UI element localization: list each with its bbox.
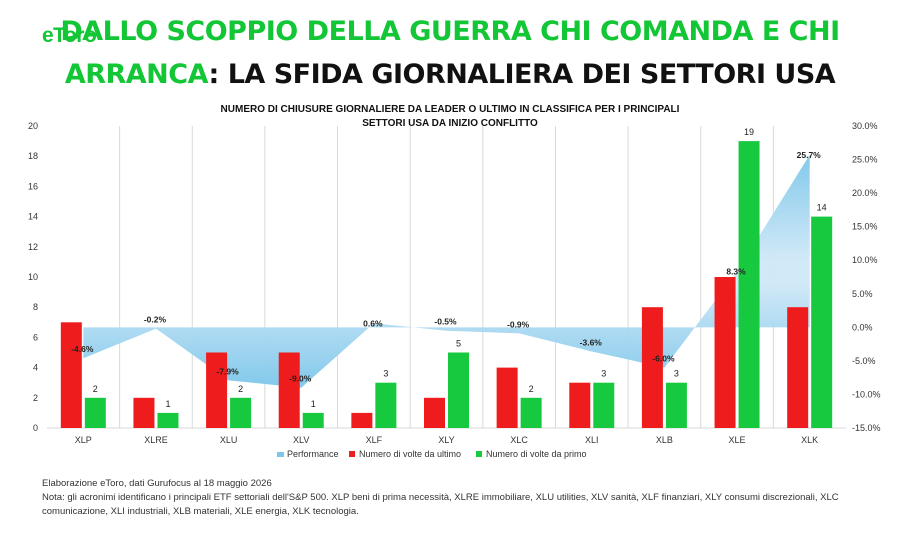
left-axis-tick: 8 xyxy=(33,302,38,312)
bar-first-xlk xyxy=(811,216,833,428)
bar-first-xlu xyxy=(230,397,252,428)
bar-first-xlc xyxy=(520,397,542,428)
legend-swatch-last xyxy=(349,451,355,457)
performance-area xyxy=(83,154,810,388)
legend-swatch-performance xyxy=(277,452,284,457)
left-axis-tick: 14 xyxy=(28,212,38,222)
right-axis-tick: 10.0% xyxy=(852,255,878,265)
category-label-xlk: XLK xyxy=(801,435,818,445)
data-label-first: 2 xyxy=(238,384,243,394)
bar-last-xlp xyxy=(60,322,82,428)
data-label-performance: -6.0% xyxy=(652,354,675,364)
category-label-xle: XLE xyxy=(729,435,746,445)
left-axis-tick: 2 xyxy=(33,393,38,403)
data-label-performance: 8.3% xyxy=(726,267,746,277)
legend-label: Performance xyxy=(287,449,339,459)
left-axis-tick: 6 xyxy=(33,332,38,342)
data-label-first: 3 xyxy=(383,369,388,379)
bar-last-xlf xyxy=(351,412,373,428)
left-axis-tick: 4 xyxy=(33,363,38,373)
source-note: Elaborazione eToro, dati Gurufocus al 18… xyxy=(42,478,272,489)
bar-first-xlre xyxy=(157,412,179,428)
bar-last-xlv xyxy=(278,352,300,428)
legend-label: Numero di volte da primo xyxy=(486,449,587,459)
title-line2-black: : LA SFIDA GIORNALIERA DEI SETTORI USA xyxy=(208,59,836,90)
data-label-first: 14 xyxy=(817,203,827,213)
title-line2-green: ARRANCA xyxy=(64,59,209,90)
right-axis-tick: 0.0% xyxy=(852,322,873,332)
bar-last-xlu xyxy=(206,352,228,428)
right-axis-tick: -5.0% xyxy=(852,356,876,366)
left-axis-tick: 10 xyxy=(28,272,38,282)
category-label-xlc: XLC xyxy=(510,435,528,445)
right-axis-tick: 15.0% xyxy=(852,222,878,232)
data-label-first: 1 xyxy=(311,399,316,409)
bar-first-xly xyxy=(448,352,469,428)
bar-first-xlb xyxy=(665,382,687,428)
bar-last-xly xyxy=(424,397,445,428)
data-label-performance: -0.9% xyxy=(507,319,530,329)
data-label-performance: -4.6% xyxy=(71,344,94,354)
data-label-first: 19 xyxy=(744,127,754,137)
page-title-line1: DALLO SCOPPIO DELLA GUERRA CHI COMANDA E… xyxy=(0,16,900,47)
bar-last-xlre xyxy=(133,397,155,428)
data-label-performance: -9.0% xyxy=(289,374,312,384)
category-label-xlv: XLV xyxy=(293,435,309,445)
right-axis-tick: -15.0% xyxy=(852,423,881,433)
legend-swatch-first xyxy=(476,451,482,457)
category-label-xlre: XLRE xyxy=(144,435,168,445)
right-axis-tick: -10.0% xyxy=(852,389,881,399)
data-label-performance: -3.6% xyxy=(580,337,603,347)
data-label-first: 2 xyxy=(529,384,534,394)
category-label-xlu: XLU xyxy=(220,435,238,445)
title-line1-text: DALLO SCOPPIO DELLA GUERRA CHI COMANDA E… xyxy=(60,16,840,47)
right-axis-tick: 5.0% xyxy=(852,289,873,299)
data-label-performance: -7.9% xyxy=(216,366,239,376)
data-label-performance: -0.5% xyxy=(434,317,457,327)
page-title-line2: ARRANCA: LA SFIDA GIORNALIERA DEI SETTOR… xyxy=(0,59,900,90)
left-axis-tick: 18 xyxy=(28,151,38,161)
left-axis-tick: 12 xyxy=(28,242,38,252)
data-label-first: 1 xyxy=(165,399,170,409)
right-axis-tick: 20.0% xyxy=(852,188,878,198)
category-label-xlp: XLP xyxy=(75,435,92,445)
bar-last-xlc xyxy=(496,367,518,428)
bar-last-xli xyxy=(569,382,591,428)
data-label-first: 3 xyxy=(601,369,606,379)
left-axis-tick: 20 xyxy=(28,121,38,131)
legend-label: Numero di volte da ultimo xyxy=(359,449,461,459)
left-axis-tick: 16 xyxy=(28,181,38,191)
category-label-xlf: XLF xyxy=(366,435,383,445)
bar-first-xle xyxy=(738,141,760,428)
bar-last-xle xyxy=(714,277,736,428)
bar-first-xlv xyxy=(302,412,324,428)
bar-first-xlf xyxy=(375,382,397,428)
acronyms-note: Nota: gli acronimi identificano i princi… xyxy=(42,492,839,517)
etoro-logo: eToro xyxy=(42,24,97,47)
data-label-performance: -0.2% xyxy=(144,315,167,325)
right-axis-tick: 30.0% xyxy=(852,121,878,131)
bar-first-xlp xyxy=(84,397,106,428)
data-label-first: 3 xyxy=(674,369,679,379)
data-label-performance: 25.7% xyxy=(797,150,822,160)
bar-last-xlb xyxy=(641,307,663,428)
category-label-xlb: XLB xyxy=(656,435,673,445)
bar-last-xlk xyxy=(787,307,809,428)
data-label-first: 2 xyxy=(93,384,98,394)
right-axis-tick: 25.0% xyxy=(852,155,878,165)
data-label-first: 5 xyxy=(456,339,461,349)
chart-subtitle: NUMERO DI CHIUSURE GIORNALIERE DA LEADER… xyxy=(220,104,680,129)
bar-first-xli xyxy=(593,382,615,428)
category-label-xly: XLY xyxy=(438,435,454,445)
category-label-xli: XLI xyxy=(585,435,599,445)
data-label-performance: 0.6% xyxy=(363,318,383,328)
left-axis-tick: 0 xyxy=(33,423,38,433)
